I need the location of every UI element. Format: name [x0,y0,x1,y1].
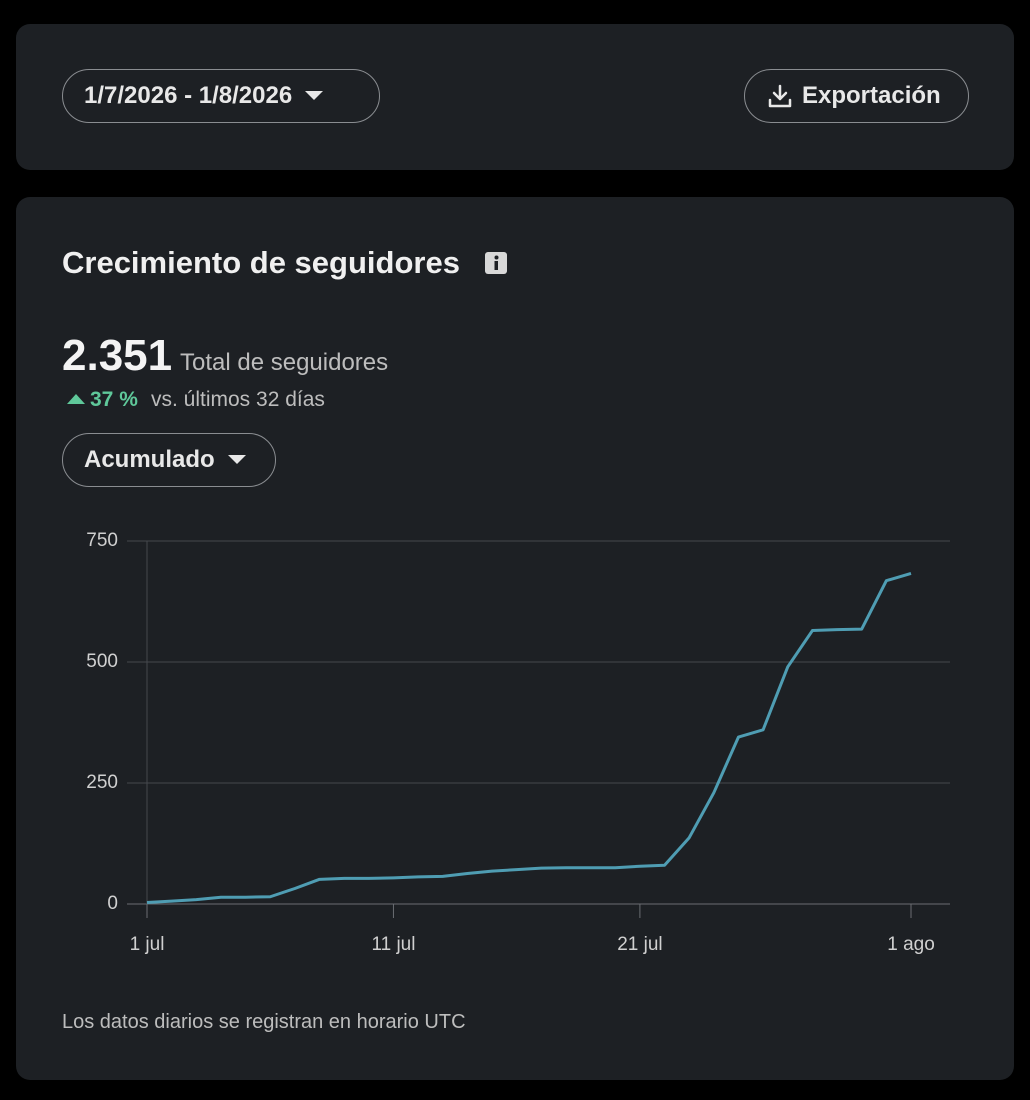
mode-label: Acumulado [84,446,215,473]
toolbar: 1/7/2026 - 1/8/2026 Exportación [16,24,1014,170]
export-button[interactable]: Exportación [744,69,969,123]
date-range: 1/7/2026 - 1/8/2026 [84,82,293,109]
x-tick-label: 1 jul [130,934,165,955]
caret-icon [227,455,246,464]
download-icon [768,84,792,108]
chart: 0 250 500 750 1 jul 11 jul 21 jul 1 ago [86,530,950,955]
x-tick-label: 11 jul [371,934,415,955]
y-tick-label: 0 [107,893,118,914]
data-line [146,571,912,905]
total-value: 2.351 [62,331,173,380]
caret-icon [305,91,324,100]
y-tick-label: 250 [86,772,118,793]
x-tick-label: 1 ago [887,934,935,955]
card-title: Crecimiento de seguidores [62,245,460,280]
footnote: Los datos diarios se registran en horari… [62,1011,466,1033]
info-icon[interactable] [485,252,507,274]
y-tick-label: 500 [86,651,118,672]
followers-card: Crecimiento de seguidores 2.351 Total de… [16,197,1014,1080]
mode-dropdown[interactable]: Acumulado [62,433,276,487]
total-label: Total de seguidores [180,349,389,376]
export-label: Exportación [802,82,941,109]
y-tick-label: 750 [86,530,118,551]
date-range-button[interactable]: 1/7/2026 - 1/8/2026 [62,69,380,123]
change-value: 37 % [90,388,138,411]
change-label: vs. últimos 32 días [151,388,325,411]
x-tick-label: 21 jul [617,934,662,955]
up-arrow-icon [67,394,85,404]
